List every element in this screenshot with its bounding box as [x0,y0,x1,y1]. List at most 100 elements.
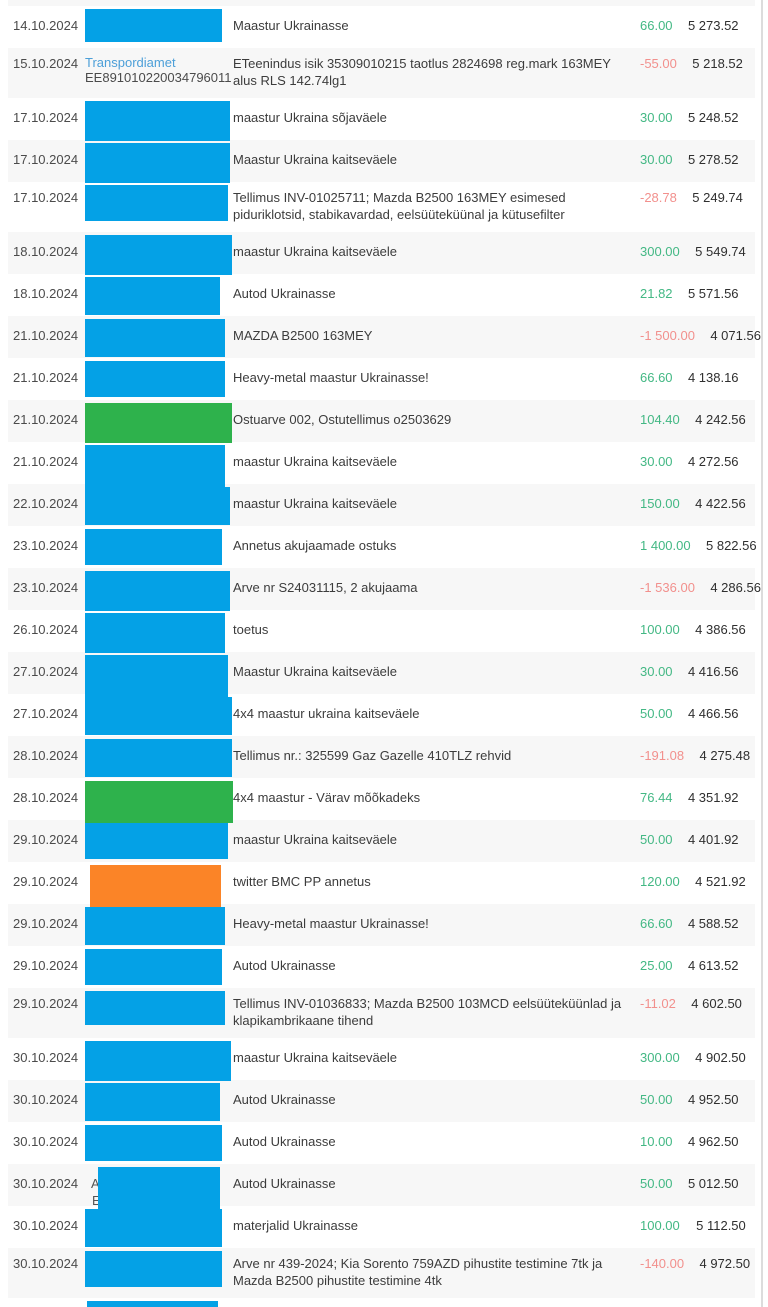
transaction-amount: 10.00 [640,1134,673,1149]
transaction-row[interactable]: 30.10.2024 Autod Ukrainasse 50.00 4 952.… [8,1080,755,1122]
transaction-date: 29.10.2024 [13,958,79,973]
payee-cell [85,820,233,862]
payee-cell [85,140,233,183]
transaction-balance: 4 422.56 [695,496,746,511]
transaction-description: Autod Ukrainasse [233,958,336,973]
payee-cell [85,988,233,1038]
redacted-payee-block [85,823,228,859]
transaction-row[interactable]: 27.10.2024 Maastur Ukraina kaitseväele 3… [8,652,755,697]
transaction-description [233,1298,640,1307]
transaction-row[interactable]: 29.10.2024 Autod Ukrainasse 25.00 4 613.… [8,946,755,988]
transaction-row[interactable]: 21.10.2024 MAZDA B2500 163MEY -1 500.00 … [8,316,761,358]
transaction-description: Arve nr 439-2024; Kia Sorento 759AZD pih… [233,1256,603,1288]
payee-cell [85,778,233,823]
transaction-row[interactable]: 17.10.2024 maastur Ukraina sõjaväele 30.… [8,98,755,141]
payee-cell [85,568,233,611]
transaction-row[interactable]: 28.10.2024 Tellimus nr.: 325599 Gaz Gaze… [8,736,755,778]
transaction-row[interactable]: 28.10.2024 4x4 maastur - Värav mõõkadeks… [8,778,755,823]
transaction-row[interactable]: 30.10.2024 maastur Ukraina kaitseväele 3… [8,1038,755,1081]
transaction-amount: -191.08 [640,748,685,763]
transaction-description: ETeenindus isik 35309010215 taotlus 2824… [233,56,611,88]
transaction-row[interactable]: 29.10.2024 Tellimus INV-01036833; Mazda … [8,988,755,1038]
transaction-row[interactable]: 29.10.2024 maastur Ukraina kaitseväele 5… [8,820,755,862]
transaction-row[interactable]: 18.10.2024 Autod Ukrainasse 21.82 5 571.… [8,274,755,316]
payee-cell [85,526,233,568]
transaction-date: 30.10.2024 [13,1134,79,1149]
transaction-description: MAZDA B2500 163MEY [233,328,373,343]
transaction-row[interactable]: 22.10.2024 maastur Ukraina kaitseväele 1… [8,484,755,526]
redacted-payee-block [85,101,230,141]
transaction-amount: 25.00 [640,958,673,973]
transaction-row[interactable]: 23.10.2024 Annetus akujaamade ostuks 1 4… [8,526,757,568]
payee-cell [85,736,233,778]
transaction-row[interactable]: 29.10.2024 twitter BMC PP annetus 120.00… [8,862,755,907]
redacted-payee-block [85,143,230,183]
transaction-balance: 5 549.74 [695,244,746,259]
payee-cell [85,232,233,275]
payee-cell: A E [85,1164,233,1209]
transaction-description: Ostuarve 002, Ostutellimus o2503629 [233,412,452,427]
transaction-date: 22.10.2024 [13,496,79,511]
redacted-payee-block [87,1301,218,1307]
transaction-row[interactable]: 17.10.2024 Tellimus INV-01025711; Mazda … [8,182,755,232]
transaction-balance: 4 351.92 [687,790,739,805]
transaction-description: Autod Ukrainasse [233,1176,336,1191]
redacted-payee-block [85,185,228,221]
redacted-payee-block [90,865,221,907]
transaction-balance: 4 286.56 [710,580,761,595]
transaction-row[interactable]: 21.10.2024 maastur Ukraina kaitseväele 3… [8,442,755,487]
transaction-balance [671,1298,737,1307]
transaction-amount: 50.00 [640,706,673,721]
payee-cell [85,182,233,232]
payee-cell [85,1080,233,1122]
transaction-row[interactable]: 21.10.2024 Ostuarve 002, Ostutellimus o2… [8,400,755,443]
transaction-row[interactable] [8,1298,755,1307]
transaction-balance: 4 386.56 [695,622,746,637]
transaction-row[interactable]: 30.10.2024 materjalid Ukrainasse 100.00 … [8,1206,755,1248]
transaction-date: 30.10.2024 [13,1050,79,1065]
transaction-row[interactable]: 27.10.2024 4x4 maastur ukraina kaitseväe… [8,694,755,736]
transaction-date: 26.10.2024 [13,622,79,637]
transaction-description: Tellimus INV-01025711; Mazda B2500 163ME… [233,190,566,222]
transaction-description: 4x4 maastur - Värav mõõkadeks [233,790,421,805]
transaction-row[interactable]: 18.10.2024 maastur Ukraina kaitseväele 3… [8,232,755,275]
transaction-row[interactable]: 29.10.2024 Heavy-metal maastur Ukrainass… [8,904,755,946]
transaction-balance: 4 613.52 [687,958,739,973]
transaction-row[interactable]: 30.10.2024 A E Autod Ukrainasse 50.00 5 … [8,1164,755,1209]
transaction-date: 30.10.2024 [13,1256,79,1271]
transaction-amount: 120.00 [640,874,680,889]
payee-iban: EE891010220034796011 [85,70,232,85]
payee-cell [85,400,233,443]
transaction-balance: 4 275.48 [699,748,751,763]
transaction-amount: 50.00 [640,1176,673,1191]
transaction-balance: 5 112.50 [696,1218,746,1233]
transaction-row[interactable]: 30.10.2024 Arve nr 439-2024; Kia Sorento… [8,1248,755,1298]
transaction-balance: 4 972.50 [699,1256,751,1271]
payee-link[interactable]: Transpordiamet [85,55,176,70]
transaction-amount: 1 400.00 [640,538,691,553]
transaction-balance: 5 273.52 [687,18,739,33]
redacted-payee-block [85,361,225,397]
payee-cell [85,358,233,400]
transaction-row[interactable]: 23.10.2024 Arve nr S24031115, 2 akujaama… [8,568,761,611]
transaction-row[interactable]: 26.10.2024 toetus 100.00 4 386.56 [8,610,755,653]
redacted-payee-block [85,445,225,487]
transaction-date: 21.10.2024 [13,328,79,343]
transaction-description: Tellimus INV-01036833; Mazda B2500 103MC… [233,996,622,1028]
transaction-row[interactable]: 15.10.2024 Transpordiamet EE891010220034… [8,48,755,98]
transaction-amount: 30.00 [640,110,673,125]
redacted-payee-block [85,487,230,525]
redacted-payee-block [98,1167,220,1209]
payee-cell [85,98,233,141]
payee-cell [85,442,233,487]
transaction-row[interactable]: 17.10.2024 Maastur Ukraina kaitseväele 3… [8,140,755,183]
transaction-row[interactable]: 14.10.2024 Maastur Ukrainasse 66.00 5 27… [8,6,755,48]
transaction-description: toetus [233,622,269,637]
transaction-row[interactable]: 30.10.2024 Autod Ukrainasse 10.00 4 962.… [8,1122,755,1164]
uncovered-text-fragment: A [91,1176,100,1191]
transaction-balance: 4 466.56 [687,706,739,721]
transaction-date: 21.10.2024 [13,370,79,385]
transaction-row[interactable]: 21.10.2024 Heavy-metal maastur Ukrainass… [8,358,755,400]
transaction-date: 17.10.2024 [13,110,79,125]
transaction-date: 21.10.2024 [13,412,79,427]
